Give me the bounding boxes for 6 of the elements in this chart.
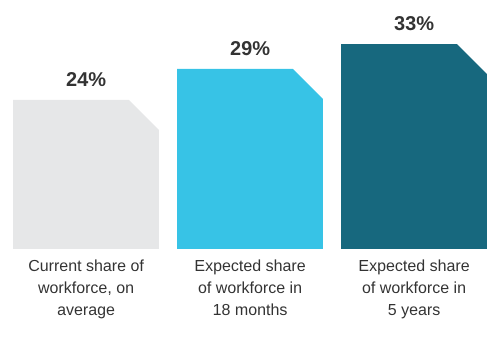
x-tick-label: Expected share of workforce in 5 years [358, 258, 470, 319]
x-tick-label: Expected share of workforce in 18 months [194, 258, 306, 319]
data-label: 33% [394, 13, 434, 35]
x-tick-label: Current share of workforce, on average [28, 258, 144, 319]
data-label: 24% [66, 68, 106, 91]
data-label: 29% [230, 38, 270, 60]
